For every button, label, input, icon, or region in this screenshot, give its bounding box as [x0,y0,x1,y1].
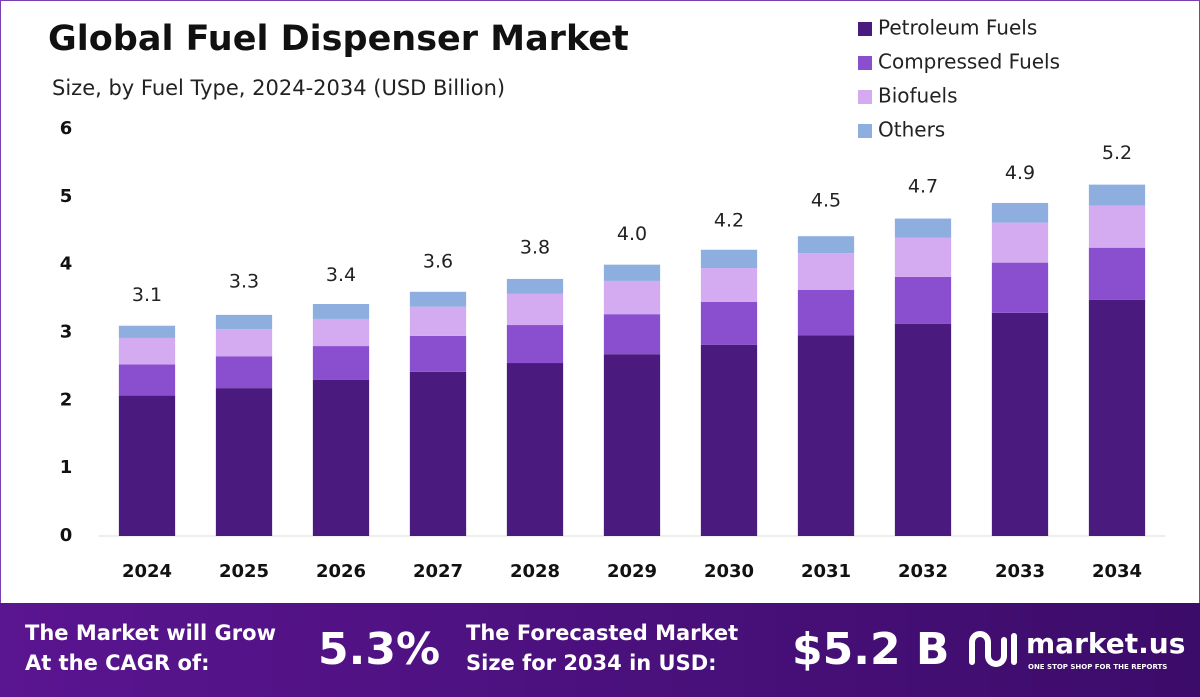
bar-segment [312,379,370,536]
bar-segment [991,222,1049,263]
bar-segment [894,276,952,324]
forecast-text: The Forecasted Market [466,621,738,645]
bar-segment [409,371,467,536]
bar-segment [797,236,855,254]
total-label: 3.8 [520,237,550,259]
bar-segment [215,388,273,536]
bar-segment [894,323,952,536]
total-label: 4.0 [617,223,647,245]
bar-segment [506,293,564,326]
legend-label: Biofuels [878,84,958,108]
legend-swatch [858,124,872,138]
bar-segment [506,278,564,294]
bar-segment [603,354,661,536]
bar-segment [312,304,370,319]
x-tick-label: 2032 [898,561,948,582]
bar-segment [603,280,661,315]
footer-banner [0,603,1200,697]
bar-segment [797,253,855,290]
total-label: 3.3 [229,271,259,293]
bar-segment [1088,247,1146,300]
legend-swatch [858,90,872,104]
bar-segment [700,344,758,536]
legend-swatch [858,56,872,70]
total-label: 4.5 [811,189,841,211]
bar-segment [215,329,273,357]
bar-segment [506,363,564,536]
bar-segment [409,291,467,307]
y-tick-label: 5 [60,186,73,207]
bar-segment [118,325,176,338]
bar-segment [700,301,758,345]
bar-segment [215,314,273,330]
bar-segment [894,237,952,277]
x-tick-label: 2026 [316,561,366,582]
y-tick-label: 2 [60,389,73,410]
bar-segment [215,356,273,389]
total-label: 3.4 [326,264,356,286]
bar-segment [118,364,176,396]
bar-segment [797,289,855,336]
bar-segment [991,262,1049,313]
legend-swatch [858,22,872,36]
bar-segment [700,268,758,302]
total-label: 4.2 [714,210,744,232]
cagr-text: The Market will Grow [25,621,276,645]
y-tick-label: 4 [60,254,73,275]
x-tick-label: 2025 [219,561,269,582]
bar-segment [700,249,758,269]
chart-title: Global Fuel Dispenser Market [48,19,629,59]
tagline: ONE STOP SHOP FOR THE REPORTS [1028,663,1167,671]
x-tick-label: 2024 [122,561,172,582]
forecast-value: $5.2 B [792,624,949,675]
x-tick-label: 2033 [995,561,1045,582]
total-label: 4.9 [1005,162,1035,184]
bar-segment [118,337,176,365]
bar-segment [797,335,855,536]
legend-label: Others [878,118,945,142]
y-tick-label: 0 [60,525,73,546]
x-tick-label: 2030 [704,561,754,582]
total-label: 3.6 [423,250,453,272]
x-tick-label: 2034 [1092,561,1142,582]
x-tick-label: 2027 [413,561,463,582]
bar-segment [506,325,564,364]
y-tick-label: 3 [60,322,73,343]
x-tick-label: 2028 [510,561,560,582]
y-tick-label: 6 [60,118,73,139]
forecast-text: Size for 2034 in USD: [466,651,717,675]
x-tick-label: 2031 [801,561,851,582]
total-label: 4.7 [908,176,938,198]
bar-segment [603,314,661,355]
bar-segment [409,335,467,372]
bar-segment [1088,184,1146,206]
brand-logo [969,631,1017,667]
legend-label: Compressed Fuels [878,50,1060,74]
brand: market.us [1026,627,1185,660]
chart-subtitle: Size, by Fuel Type, 2024-2034 (USD Billi… [52,76,505,100]
cagr-text: At the CAGR of: [25,651,210,675]
bar-segment [991,202,1049,223]
cagr-value: 5.3% [318,624,440,675]
bar-segment [312,346,370,380]
bar-segment [991,312,1049,536]
bar-segment [409,306,467,336]
bar-segment [1088,299,1146,536]
bar-segment [1088,205,1146,248]
bar-segment [894,218,952,238]
x-tick-label: 2029 [607,561,657,582]
y-tick-label: 1 [60,457,73,478]
total-label: 3.1 [132,284,162,306]
bar-segment [603,264,661,281]
bar-segment [312,318,370,347]
bar-segment [118,395,176,536]
legend-label: Petroleum Fuels [878,16,1037,40]
total-label: 5.2 [1102,142,1132,164]
